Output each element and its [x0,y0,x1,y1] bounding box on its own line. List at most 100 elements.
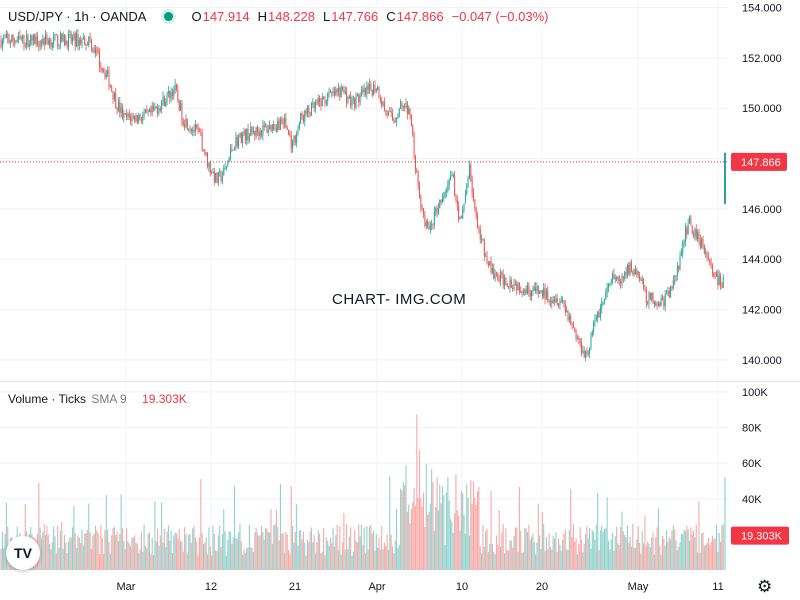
candle-body [24,45,26,46]
volume-bar [524,528,526,570]
volume-bar [493,551,495,570]
volume-bar [698,501,700,570]
candle-body [311,103,312,115]
market-status-icon[interactable] [164,12,174,21]
volume-bar [425,463,427,570]
volume-bar [644,516,646,570]
volume-bar [367,549,369,570]
candle-body [463,203,465,210]
candle-body [308,107,310,113]
volume-bar [620,527,622,570]
volume-bar [321,551,323,570]
symbol-title[interactable]: USD/JPY · 1h · OANDA [8,9,147,24]
candle-body [173,90,175,96]
candle-body [300,113,302,124]
candle-body [586,351,588,354]
volume-bar [150,554,152,570]
volume-bar [409,523,411,570]
candle-body [324,98,326,104]
candle-body [251,126,253,133]
volume-bar [622,531,624,570]
candle-body [711,264,713,274]
candle-body [104,71,106,78]
candle-body [544,288,546,300]
candle-body [533,287,535,291]
candle-body [467,177,469,186]
candle-body [266,126,268,133]
candle-body [275,128,277,131]
volume-bar [721,525,723,570]
volume-bar [92,535,94,570]
candle-body [462,209,464,219]
time-tick-label: Apr [368,581,385,593]
settings-gear-icon[interactable]: ⚙ [757,577,773,596]
volume-title[interactable]: Volume · Ticks [8,392,87,406]
volume-bar [255,527,257,570]
volume-bar [256,532,259,570]
candle-body [459,216,461,220]
volume-bar [383,542,385,570]
volume-bar [427,515,429,570]
candle-body [68,34,69,48]
volume-bar [439,484,441,570]
volume-bar [271,543,273,570]
tradingview-logo-icon[interactable]: TV [6,536,40,570]
volume-bar [509,540,511,570]
volume-bar [201,533,203,570]
close-label: C [386,9,396,24]
volume-bar [286,534,288,570]
candle-body [675,275,677,281]
volume-bar [80,543,82,570]
candle-body [409,108,411,116]
candle-body [431,223,433,226]
volume-bar [456,510,458,570]
volume-bar [139,549,141,570]
volume-tick-label: 80K [742,423,762,435]
candle-body [425,222,427,227]
candle-body [278,120,280,130]
volume-bar [205,537,207,570]
candle-body [683,241,685,243]
volume-bar [670,539,672,570]
candle-body [194,124,196,132]
candle-body [162,96,164,103]
volume-bar [645,545,647,570]
volume-bar [112,527,114,570]
candle-body [271,124,273,132]
volume-bar [474,497,476,570]
candle-body [134,115,136,122]
volume-bar [134,535,136,570]
candle-body [126,113,128,117]
candle-body [605,292,607,300]
volume-bar [72,527,74,570]
volume-bar [347,549,349,570]
candle-body [315,102,317,108]
candle-body [487,263,489,266]
candle-body [482,239,484,241]
volume-bar [405,465,407,570]
volume-bar [548,533,550,570]
time-tick-label: May [628,581,649,593]
candle-body [246,128,248,141]
candle-body [478,228,480,230]
candle-body [581,342,582,353]
volume-bar [136,543,138,570]
volume-bar [586,526,588,570]
candle-body [622,276,624,278]
volume-bar [621,511,623,570]
price-tick-label: 146.000 [742,204,782,216]
candle-body [624,271,626,278]
candle-body [41,41,42,44]
volume-bar [63,535,65,570]
volume-bar [197,555,199,570]
volume-bar [637,526,639,570]
candle-body [656,305,658,307]
volume-bar [40,537,43,570]
volume-bar [308,541,310,570]
volume-bar [55,553,57,570]
volume-bar [570,488,572,570]
volume-bar [177,538,179,570]
volume-bar [717,551,719,570]
volume-bar [374,550,376,570]
